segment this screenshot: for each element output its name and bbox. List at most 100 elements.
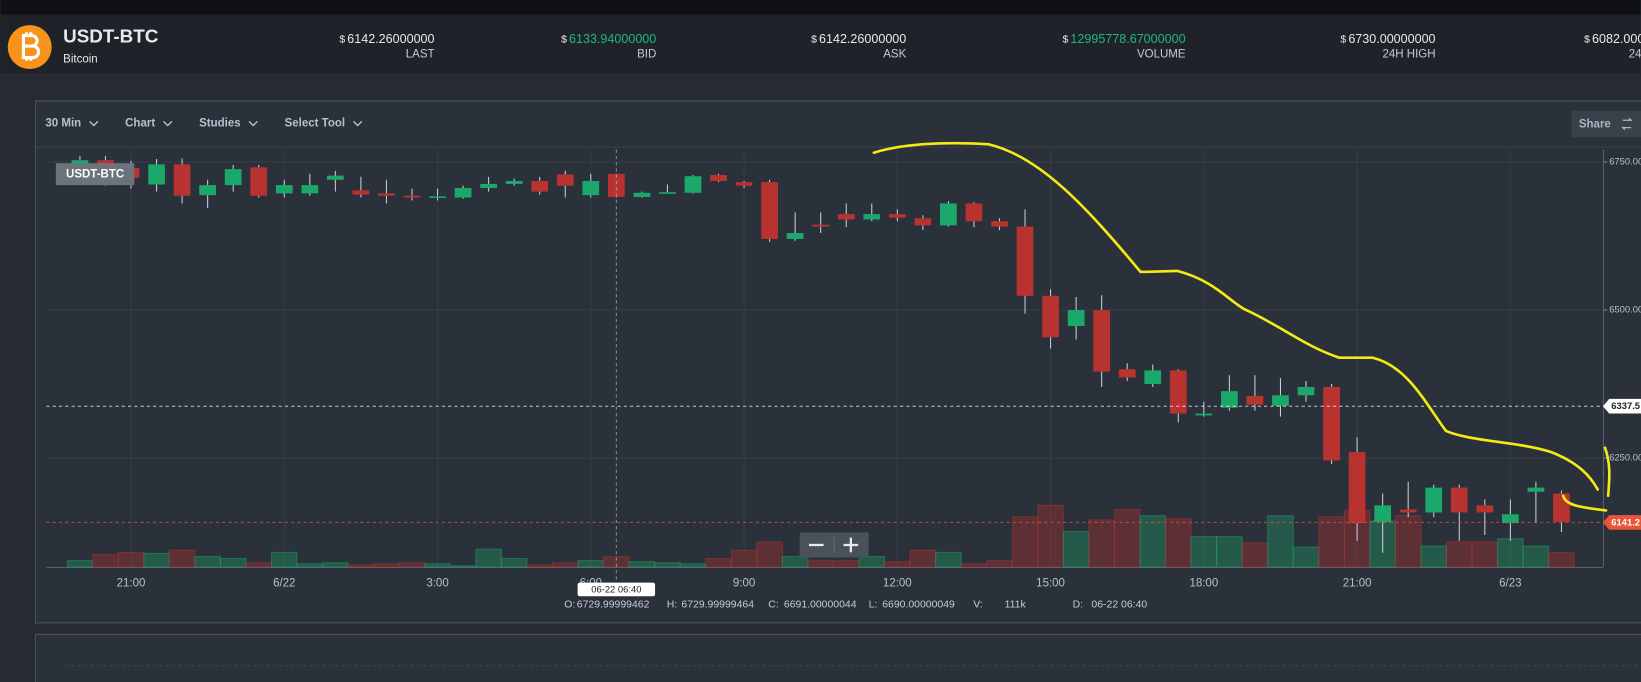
share-icon — [1621, 117, 1633, 131]
volume-bar — [1216, 536, 1243, 568]
volume-bar — [1445, 541, 1473, 568]
candle-body — [1553, 493, 1570, 522]
volume-bar — [1522, 545, 1550, 568]
candle-body — [148, 164, 165, 185]
symbol-badge-label: USDT-BTC — [66, 169, 124, 181]
info-label: L: — [869, 599, 878, 610]
candle-body — [1144, 370, 1162, 385]
stat-currency: $ — [339, 35, 345, 46]
info-value: 6690.00000049 — [882, 599, 955, 610]
candle-body — [480, 183, 497, 189]
stat-value: 6730.00000000 — [1348, 32, 1435, 46]
toolbar-item[interactable]: 30 Min — [45, 117, 81, 129]
volume-bar — [270, 551, 298, 568]
volume-bar — [1113, 508, 1141, 568]
candle-body — [250, 167, 268, 196]
candle-body — [454, 188, 472, 198]
volume-bar — [832, 560, 860, 568]
share-label[interactable]: Share — [1579, 119, 1611, 131]
volume-bar — [858, 555, 886, 568]
chart: 21:006/223:006:009:0012:0015:0018:0021:0… — [46, 149, 1641, 610]
stat-label: 24H HIGH — [1383, 48, 1436, 60]
zoom-in[interactable] — [843, 537, 859, 553]
volume-bar — [935, 551, 962, 568]
candle-body — [1348, 452, 1366, 524]
candle-body — [199, 185, 217, 196]
volume-bar — [986, 560, 1013, 568]
candle-body — [1450, 487, 1468, 513]
volume-bar — [1165, 518, 1192, 568]
candle-body — [991, 221, 1008, 227]
volume-bar — [1190, 536, 1218, 568]
stat-currency: $ — [811, 35, 817, 46]
logo-glyph — [21, 32, 41, 61]
volume-bar — [1471, 541, 1499, 568]
info-value: 6729.99999462 — [577, 599, 650, 610]
stat-currency: $ — [1584, 35, 1590, 46]
candle-body — [863, 214, 881, 220]
dropdown-chevron — [248, 120, 258, 127]
top-strip — [0, 0, 1641, 15]
share-button[interactable]: Share — [1571, 110, 1641, 138]
volume-bar — [1420, 545, 1448, 568]
volume-bar — [245, 562, 273, 568]
volume-bar — [1011, 516, 1039, 568]
toolbar-item[interactable]: Studies — [199, 117, 241, 129]
volume-bar — [781, 555, 809, 568]
volume-bar — [1292, 546, 1320, 568]
stat-value: 6142.26000000 — [347, 32, 434, 46]
y-tick-label: 6500.00 — [1609, 303, 1641, 314]
volume-bar — [398, 562, 426, 568]
x-tick-label: 9:00 — [733, 578, 755, 590]
toolbar-item[interactable]: Select Tool — [285, 117, 346, 129]
stat-label: VOLUME — [1137, 48, 1186, 60]
candle-body — [659, 192, 676, 194]
candle-body — [1169, 370, 1187, 414]
info-value: 6691.00000044 — [784, 599, 857, 610]
volume-bar — [347, 564, 375, 568]
stat-label: LAST — [406, 48, 435, 60]
asset-name: Bitcoin — [63, 54, 98, 66]
volume-bar — [500, 558, 528, 568]
candle-body — [352, 190, 370, 195]
candle-body — [837, 214, 855, 220]
info-value: 6729.99999464 — [681, 599, 754, 610]
candle-body — [1195, 413, 1213, 416]
toolbar-item[interactable]: Chart — [125, 117, 155, 129]
price-tag-label: 6337.5 — [1611, 400, 1640, 411]
dropdown-chevron — [163, 120, 173, 127]
volume-bar — [1497, 538, 1524, 568]
volume-bar — [449, 565, 477, 568]
candle-body — [1093, 310, 1111, 372]
volume-bar — [1037, 504, 1064, 568]
candle-body — [403, 195, 421, 198]
stat-value: 12995778.67000000 — [1070, 32, 1185, 46]
share-bg[interactable] — [1571, 110, 1641, 138]
candle-body — [1527, 487, 1545, 492]
candle-body — [710, 175, 727, 181]
info-value: 06-22 06:40 — [1091, 599, 1147, 610]
info-value: 111k — [1005, 599, 1027, 610]
candle-body — [633, 192, 651, 197]
info-label: H: — [667, 599, 677, 610]
candle-body — [940, 203, 957, 226]
candle-body — [1374, 505, 1392, 522]
y-tick-label: 6750.00 — [1609, 155, 1641, 166]
volume-bar — [1139, 515, 1167, 568]
volume-bar — [807, 560, 834, 568]
candle-body — [301, 185, 319, 194]
volume-bar — [730, 549, 758, 568]
volume-bar — [909, 549, 937, 568]
volume-bar — [322, 562, 349, 568]
stat-label: ASK — [883, 48, 906, 60]
price-tag-label: 6141.2 — [1611, 516, 1640, 527]
candle-body — [1042, 295, 1059, 338]
x-tick-label: 21:00 — [117, 578, 146, 590]
x-tick-label: 18:00 — [1189, 578, 1218, 590]
lower-panel — [34, 633, 1641, 682]
candle-body — [173, 164, 191, 196]
volume-bar — [1062, 530, 1090, 568]
stat-value: 6082.00000000 — [1592, 32, 1641, 46]
volume-bar — [1318, 516, 1345, 568]
price-tag — [1602, 515, 1641, 530]
